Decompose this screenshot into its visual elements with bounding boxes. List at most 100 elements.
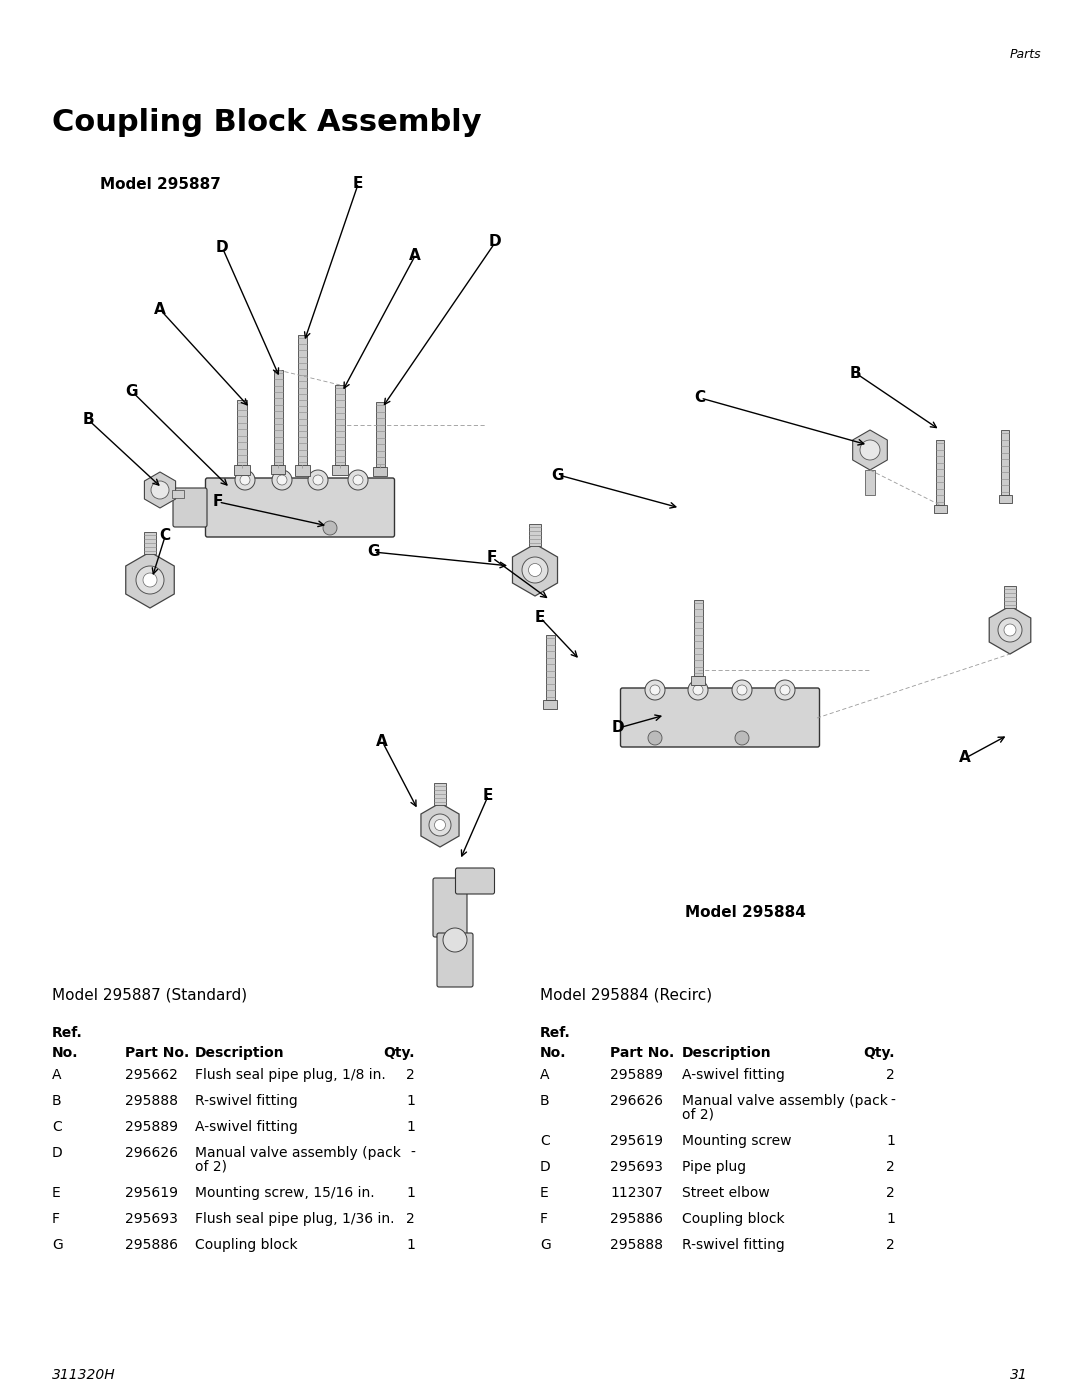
Text: 296626: 296626 xyxy=(125,1146,178,1160)
Text: G: G xyxy=(552,468,564,482)
Text: C: C xyxy=(160,528,171,542)
Polygon shape xyxy=(145,472,176,509)
Text: C: C xyxy=(52,1120,62,1134)
Circle shape xyxy=(308,469,328,490)
Text: 296626: 296626 xyxy=(610,1094,663,1108)
Circle shape xyxy=(528,563,541,577)
Text: 295886: 295886 xyxy=(610,1213,663,1227)
Circle shape xyxy=(272,469,292,490)
Text: A: A xyxy=(154,303,166,317)
FancyBboxPatch shape xyxy=(433,877,467,937)
Circle shape xyxy=(276,475,287,485)
Text: Manual valve assembly (pack: Manual valve assembly (pack xyxy=(681,1094,888,1108)
FancyBboxPatch shape xyxy=(173,488,207,527)
Text: Manual valve assembly (pack: Manual valve assembly (pack xyxy=(195,1146,401,1160)
Circle shape xyxy=(429,814,451,835)
Circle shape xyxy=(1004,624,1016,636)
Circle shape xyxy=(648,731,662,745)
Text: E: E xyxy=(535,610,545,626)
Text: R-swivel fitting: R-swivel fitting xyxy=(195,1094,298,1108)
Text: D: D xyxy=(488,235,501,250)
Circle shape xyxy=(434,820,446,830)
Text: Flush seal pipe plug, 1/8 in.: Flush seal pipe plug, 1/8 in. xyxy=(195,1067,386,1083)
Text: B: B xyxy=(849,366,861,380)
Text: Model 295884 (Recirc): Model 295884 (Recirc) xyxy=(540,988,712,1003)
FancyBboxPatch shape xyxy=(437,933,473,988)
Circle shape xyxy=(522,557,548,583)
Text: D: D xyxy=(52,1146,63,1160)
Polygon shape xyxy=(513,543,557,597)
Bar xyxy=(865,469,875,495)
Bar xyxy=(271,465,285,474)
Circle shape xyxy=(313,475,323,485)
Text: 2: 2 xyxy=(887,1160,895,1173)
Text: F: F xyxy=(487,550,497,566)
Text: 2: 2 xyxy=(887,1186,895,1200)
Text: F: F xyxy=(540,1213,548,1227)
FancyBboxPatch shape xyxy=(456,868,495,894)
Text: E: E xyxy=(540,1186,549,1200)
Text: A: A xyxy=(376,735,388,750)
Text: Qty.: Qty. xyxy=(864,1046,895,1060)
Text: 1: 1 xyxy=(406,1186,415,1200)
Text: 112307: 112307 xyxy=(610,1186,663,1200)
Text: No.: No. xyxy=(52,1046,79,1060)
Text: B: B xyxy=(82,412,94,427)
Text: 295886: 295886 xyxy=(125,1238,178,1252)
Circle shape xyxy=(136,566,164,594)
Text: 311320H: 311320H xyxy=(52,1368,116,1382)
Bar xyxy=(1004,585,1016,608)
Text: D: D xyxy=(540,1160,551,1173)
Text: A: A xyxy=(540,1067,550,1083)
Circle shape xyxy=(732,680,752,700)
Text: C: C xyxy=(540,1134,550,1148)
Text: Qty.: Qty. xyxy=(383,1046,415,1060)
Text: Model 295884: Model 295884 xyxy=(685,905,806,921)
Text: 295888: 295888 xyxy=(610,1238,663,1252)
Text: -: - xyxy=(890,1094,895,1108)
Circle shape xyxy=(151,481,168,499)
Circle shape xyxy=(235,469,255,490)
Text: D: D xyxy=(216,240,228,256)
Text: 31: 31 xyxy=(1010,1368,1028,1382)
Circle shape xyxy=(688,680,708,700)
Circle shape xyxy=(650,685,660,694)
Circle shape xyxy=(998,617,1022,643)
Text: F: F xyxy=(52,1213,60,1227)
Bar xyxy=(529,524,541,546)
Text: 295889: 295889 xyxy=(125,1120,178,1134)
Text: 2: 2 xyxy=(406,1067,415,1083)
Circle shape xyxy=(323,521,337,535)
Text: Ref.: Ref. xyxy=(52,1025,83,1039)
Bar xyxy=(237,400,247,465)
Text: 295693: 295693 xyxy=(610,1160,663,1173)
Text: G: G xyxy=(367,545,379,560)
Text: D: D xyxy=(611,721,624,735)
Text: 295889: 295889 xyxy=(610,1067,663,1083)
Circle shape xyxy=(645,680,665,700)
Text: 2: 2 xyxy=(887,1067,895,1083)
Polygon shape xyxy=(989,606,1030,654)
Text: 1: 1 xyxy=(406,1120,415,1134)
Bar xyxy=(332,465,348,475)
Text: A: A xyxy=(52,1067,62,1083)
Text: Pipe plug: Pipe plug xyxy=(681,1160,746,1173)
Polygon shape xyxy=(853,430,888,469)
Circle shape xyxy=(693,685,703,694)
Bar xyxy=(373,467,387,476)
Text: Coupling block: Coupling block xyxy=(681,1213,785,1227)
Bar xyxy=(999,495,1012,503)
Text: 1: 1 xyxy=(886,1134,895,1148)
Text: Ref.: Ref. xyxy=(540,1025,570,1039)
Bar xyxy=(295,465,310,476)
Text: Part No.: Part No. xyxy=(125,1046,189,1060)
Text: Mounting screw: Mounting screw xyxy=(681,1134,792,1148)
Bar xyxy=(1001,430,1009,495)
Text: G: G xyxy=(52,1238,63,1252)
Text: A: A xyxy=(409,247,421,263)
Text: Model 295887 (Standard): Model 295887 (Standard) xyxy=(52,988,247,1003)
Text: Part No.: Part No. xyxy=(610,1046,674,1060)
Text: of 2): of 2) xyxy=(681,1108,714,1122)
Text: Description: Description xyxy=(681,1046,771,1060)
Circle shape xyxy=(735,731,750,745)
